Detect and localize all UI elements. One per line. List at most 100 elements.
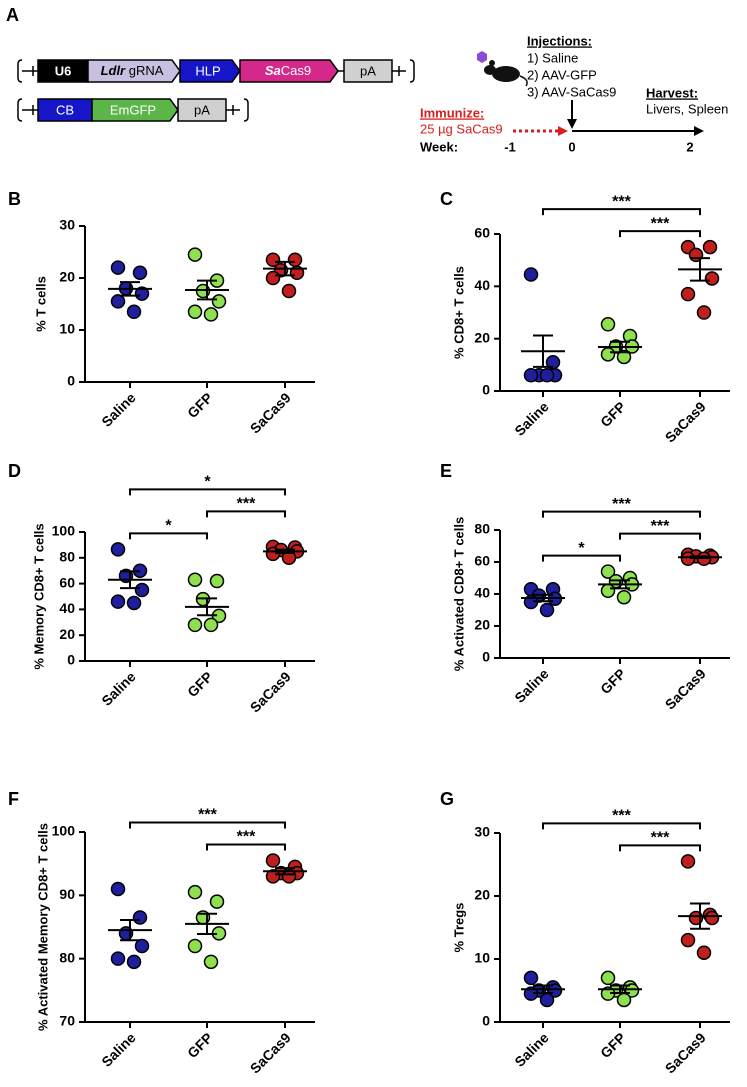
significance-label: * [165, 518, 172, 535]
y-tick-label: 0 [482, 649, 490, 665]
significance-label: *** [237, 496, 256, 513]
error-bar [120, 919, 140, 942]
data-point [616, 349, 632, 365]
significance-label: *** [651, 215, 670, 232]
data-point [680, 286, 696, 302]
data-point [203, 617, 219, 633]
virus-icon [477, 51, 487, 63]
y-tick-label: 60 [474, 553, 490, 569]
element-label: gRNA [125, 63, 164, 78]
data-point [209, 573, 225, 589]
significance-bracket [129, 488, 286, 496]
injection-item: 3) AAV-SaCas9 [527, 84, 616, 99]
x-tick-label: Saline [98, 1029, 139, 1070]
y-axis-label: % Activated Memory CD8+ T cells [35, 823, 50, 1031]
element-label: pA [360, 63, 376, 78]
data-point [680, 854, 696, 869]
panel-label: F [8, 789, 19, 809]
x-tick-label: SaCas9 [247, 389, 294, 436]
x-tick-label: Saline [511, 398, 552, 439]
data-point [600, 970, 616, 986]
injection-item: 2) AAV-GFP [527, 67, 597, 82]
element-label: SaCas9 [265, 63, 311, 78]
y-tick-label: 60 [59, 574, 75, 590]
harvest-title: Harvest: [646, 85, 698, 100]
error-bar [275, 260, 295, 277]
injection-item: 1) Saline [527, 50, 578, 65]
error-bar [690, 555, 710, 559]
data-point [187, 617, 203, 633]
error-bar [690, 257, 710, 282]
data-point [132, 265, 148, 281]
data-point [134, 938, 150, 954]
x-tick-label: Saline [511, 665, 552, 706]
element-label: EmGFP [110, 102, 156, 117]
y-tick-label: 90 [59, 886, 75, 902]
y-tick-label: 20 [59, 626, 75, 642]
data-point [539, 368, 555, 383]
error-bar [610, 340, 630, 354]
significance-label: *** [651, 518, 670, 535]
week-tick: -1 [504, 139, 516, 154]
y-tick-label: 0 [67, 652, 75, 668]
x-tick-label: GFP [184, 668, 216, 700]
y-tick-label: 80 [59, 549, 75, 565]
y-tick-label: 0 [482, 382, 490, 398]
error-bar [533, 984, 553, 995]
panel-label: G [440, 789, 454, 809]
data-point [523, 970, 539, 986]
significance-bracket [206, 510, 286, 518]
y-tick-label: 30 [59, 217, 75, 233]
mouse-icon [484, 60, 528, 87]
y-tick-label: 100 [52, 823, 76, 839]
y-tick-label: 100 [52, 523, 76, 539]
panel-label: C [440, 189, 453, 209]
error-bar [197, 597, 217, 617]
significance-bracket [206, 843, 286, 851]
error-bar [120, 281, 140, 297]
data-point [187, 304, 203, 320]
data-point [600, 564, 616, 579]
data-point [187, 572, 203, 587]
y-tick-label: 40 [59, 600, 75, 616]
x-tick-label: Saline [98, 389, 139, 430]
construct-1 [17, 59, 415, 83]
y-tick-label: 10 [59, 321, 75, 337]
element-label: Cas9 [281, 63, 311, 78]
y-tick-label: 30 [474, 824, 490, 840]
x-tick-label: GFP [184, 389, 216, 421]
y-axis-label: % CD8+ T cells [451, 266, 466, 359]
data-point [265, 270, 281, 286]
data-point [287, 252, 303, 268]
data-point [539, 992, 555, 1008]
data-point [126, 304, 142, 320]
data-point [126, 595, 142, 611]
x-tick-label: GFP [184, 1029, 216, 1061]
data-point [203, 954, 219, 970]
data-point [523, 368, 539, 383]
element-label: HLP [195, 63, 220, 78]
data-point [616, 589, 632, 605]
significance-bracket [542, 510, 701, 518]
data-point [187, 938, 203, 954]
significance-label: *** [612, 193, 631, 210]
error-bar [275, 548, 295, 555]
significance-label: *** [612, 808, 631, 825]
element-label: U6 [55, 63, 72, 78]
y-tick-label: 60 [474, 225, 490, 241]
data-point [281, 283, 297, 299]
significance-label: * [578, 540, 585, 557]
data-point [600, 317, 616, 332]
y-axis-label: % Activated CD8+ T cells [451, 517, 466, 672]
data-point [110, 260, 126, 275]
y-axis-label: % Tregs [451, 903, 466, 953]
x-tick-label: GFP [597, 665, 629, 697]
x-tick-label: SaCas9 [662, 398, 709, 445]
data-point [704, 271, 720, 286]
error-bar [197, 279, 217, 301]
data-point [704, 910, 720, 926]
significance-bracket [542, 554, 621, 562]
y-tick-label: 0 [67, 373, 75, 389]
data-point [265, 869, 281, 884]
y-axis-label: % Memory CD8+ T cells [31, 523, 46, 669]
